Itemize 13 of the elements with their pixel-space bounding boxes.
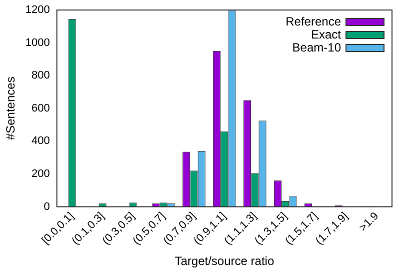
legend-label: Exact bbox=[310, 27, 342, 42]
legend-label: Reference bbox=[286, 14, 342, 28]
y-tick-label: 400 bbox=[32, 135, 50, 148]
x-tick-label: >1.9 bbox=[357, 210, 382, 234]
y-axis-title: #Sentences bbox=[4, 76, 18, 140]
y-tick-label: 1200 bbox=[25, 4, 50, 16]
y-tick-label: 800 bbox=[32, 70, 50, 82]
y-tick-label: 0 bbox=[44, 200, 50, 213]
x-axis-title: Target/source ratio bbox=[174, 254, 274, 268]
y-tick-label: 200 bbox=[32, 168, 50, 180]
legend-label: Beam-10 bbox=[292, 40, 342, 54]
y-tick-label: 1000 bbox=[25, 36, 50, 49]
y-tick-label: 600 bbox=[32, 102, 50, 114]
